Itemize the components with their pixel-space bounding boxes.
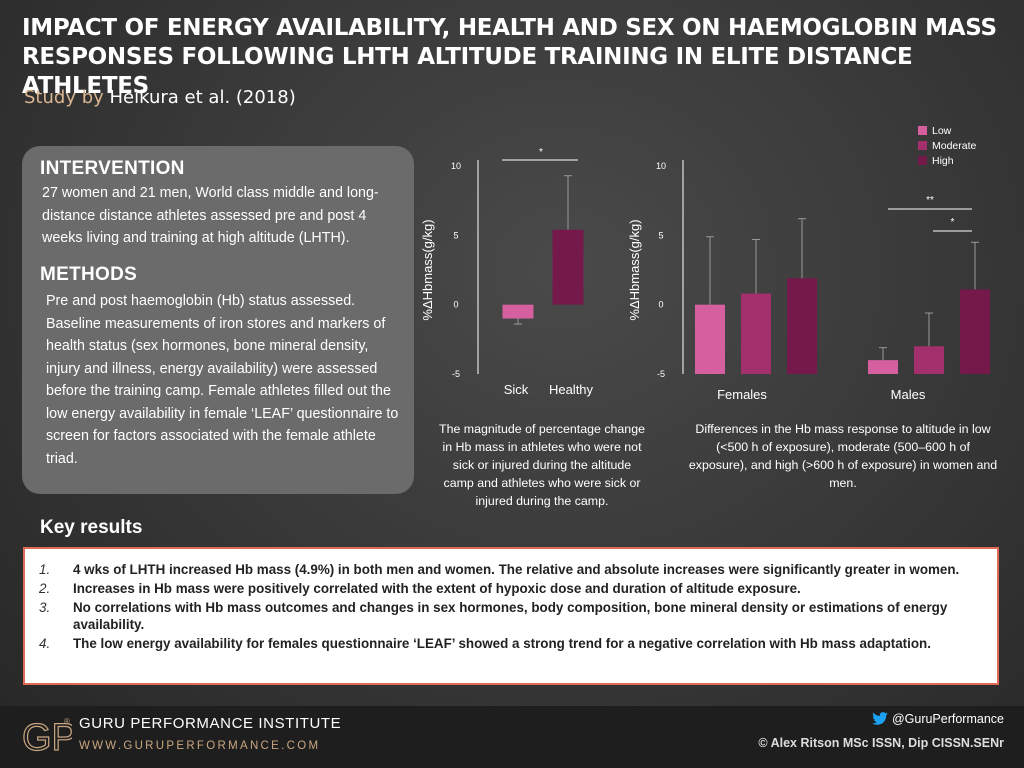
bar-females-moderate	[741, 293, 771, 374]
y-tick-label: 5	[453, 230, 458, 240]
y-axis-label: %ΔHbmass(g/kg)	[627, 219, 642, 320]
key-result-item: 2. Increases in Hb mass were positively c…	[39, 580, 983, 597]
key-result-text: The low energy availability for females …	[73, 636, 931, 651]
bar-males-low	[868, 360, 898, 374]
bar-healthy	[552, 229, 584, 305]
bar-females-low	[695, 304, 725, 374]
methods-text: Pre and post haemoglobin (Hb) status ass…	[46, 293, 399, 467]
logo-letters: GP	[22, 717, 72, 758]
x-category-label: Females	[717, 387, 767, 402]
key-result-text: Increases in Hb mass were positively cor…	[73, 581, 801, 596]
significance-marker: **	[926, 195, 934, 206]
y-tick-label: -5	[452, 369, 460, 379]
page-title: IMPACT OF ENERGY AVAILABILITY, HEALTH AN…	[22, 15, 997, 99]
bar-sick	[502, 304, 534, 319]
intervention-text: 27 women and 21 men, World class middle …	[42, 185, 379, 246]
key-result-text: 4 wks of LHTH increased Hb mass (4.9%) i…	[73, 562, 960, 577]
chart1-caption: The magnitude of percentage change in Hb…	[439, 422, 645, 508]
methods-heading: METHODS	[40, 264, 138, 285]
org-url[interactable]: WWW.GURUPERFORMANCE.COM	[79, 740, 321, 752]
y-tick-label: -5	[657, 369, 665, 379]
twitter-handle[interactable]: @GuruPerformance	[872, 712, 1004, 726]
x-category-label: Sick	[504, 382, 529, 397]
org-name: GURU PERFORMANCE INSTITUTE	[79, 715, 342, 732]
legend-label: Low	[932, 125, 952, 137]
key-result-item: 4. The low energy availability for female…	[39, 635, 983, 652]
study-author: Heikura et al. (2018)	[109, 87, 296, 108]
svg-text:®: ®	[64, 717, 70, 726]
key-result-item: 1. 4 wks of LHTH increased Hb mass (4.9%)…	[39, 561, 983, 578]
key-result-number: 2.	[39, 581, 51, 596]
y-axis-label: %ΔHbmass(g/kg)	[420, 219, 435, 320]
twitter-handle-text: @GuruPerformance	[891, 712, 1004, 726]
legend-swatch	[918, 141, 927, 150]
intervention-heading: INTERVENTION	[40, 158, 185, 179]
key-result-number: 3.	[39, 600, 51, 615]
key-result-text: No correlations with Hb mass outcomes an…	[73, 600, 948, 632]
y-tick-label: 0	[658, 300, 663, 310]
bar-males-moderate	[914, 346, 944, 374]
chart-exposure-by-sex: 10 5 0 -5 %ΔHbmass(g/kg) Females Males Low Moder…	[627, 125, 990, 402]
y-tick-label: 5	[658, 230, 663, 240]
key-result-number: 4.	[39, 636, 51, 651]
chart-health-status: 10 5 0 -5 %ΔHbmass(g/kg) Sick Healthy *	[420, 147, 594, 397]
study-credit: Study by Heikura et al. (2018)	[24, 87, 296, 108]
key-results-heading: Key results	[40, 517, 143, 538]
twitter-icon	[872, 712, 888, 725]
study-prefix: Study by	[24, 87, 104, 108]
legend-label: High	[932, 155, 954, 167]
legend-swatch	[918, 126, 927, 135]
y-tick-label: 10	[656, 161, 666, 171]
key-results-list: 1. 4 wks of LHTH increased Hb mass (4.9%)…	[25, 549, 997, 652]
intervention-methods-panel: INTERVENTION 27 women and 21 men, World …	[22, 146, 414, 494]
footer-bar	[0, 706, 1024, 768]
x-category-label: Healthy	[549, 382, 594, 397]
guru-logo-icon: GP ®	[22, 716, 72, 758]
legend-swatch	[918, 156, 927, 165]
x-category-label: Males	[891, 387, 926, 402]
legend-label: Moderate	[932, 140, 977, 152]
chart2-caption: Differences in the Hb mass response to a…	[688, 422, 998, 490]
key-result-item: 3. No correlations with Hb mass outcomes …	[39, 599, 983, 633]
copyright: © Alex Ritson MSc ISSN, Dip CISSN.SENr	[758, 736, 1004, 750]
bar-males-high	[960, 289, 990, 374]
bar-females-high	[787, 278, 817, 374]
y-tick-label: 10	[451, 161, 461, 171]
y-tick-label: 0	[453, 300, 458, 310]
key-results-box: 1. 4 wks of LHTH increased Hb mass (4.9%)…	[23, 547, 999, 685]
key-result-number: 1.	[39, 562, 51, 577]
significance-marker: *	[539, 147, 543, 158]
significance-marker: *	[951, 217, 955, 228]
